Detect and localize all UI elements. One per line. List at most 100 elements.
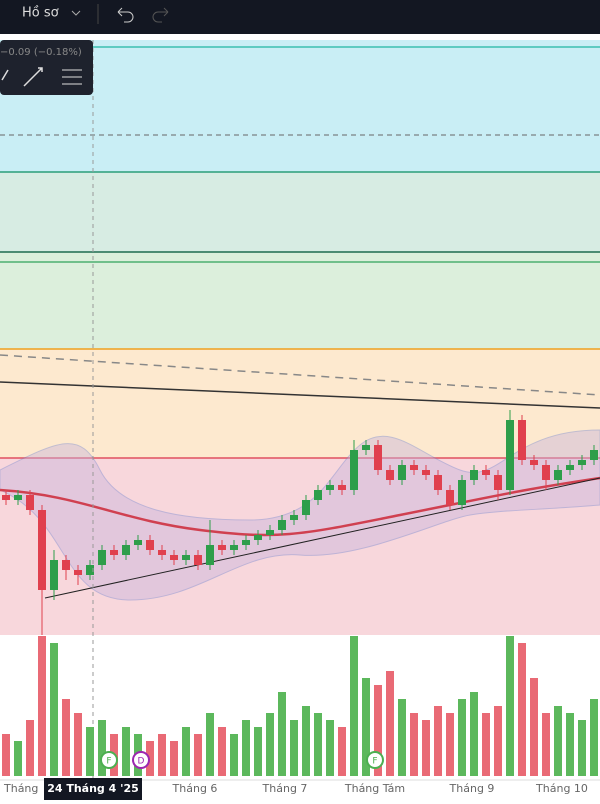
volume-bar: [170, 741, 178, 776]
line-tool[interactable]: [1, 67, 43, 87]
volume-bar: [122, 727, 130, 776]
candle-body: [278, 520, 286, 530]
zone: [0, 40, 600, 172]
volume-bar: [194, 734, 202, 776]
zone: [0, 172, 600, 252]
volume-bar: [470, 692, 478, 776]
volume-bar: [218, 727, 226, 776]
x-label: Tháng 6: [172, 782, 218, 795]
event-marker[interactable]: [100, 751, 118, 769]
event-label: D: [138, 757, 145, 767]
candle-body: [518, 420, 526, 460]
candle-body: [218, 545, 226, 550]
redo[interactable]: [152, 7, 169, 23]
candle-body: [158, 550, 166, 555]
event-marker[interactable]: [132, 751, 150, 769]
candle-body: [134, 540, 142, 545]
candle-body: [506, 420, 514, 490]
event-label: F: [372, 757, 377, 767]
x-label: Tháng 7: [262, 782, 308, 795]
x-label: Tháng: [3, 782, 38, 795]
volume-bar: [98, 720, 106, 776]
volume-bar: [506, 636, 514, 776]
volume-bar: [50, 643, 58, 776]
volume-bar: [38, 636, 46, 776]
candle-body: [266, 530, 274, 535]
volume-bar: [26, 720, 34, 776]
volume-bar: [566, 713, 574, 776]
dropdown-icon[interactable]: [71, 10, 81, 16]
candle-body: [362, 445, 370, 450]
drawing-toolbar: [0, 40, 93, 95]
volume-bar: [374, 685, 382, 776]
volume-bar: [230, 734, 238, 776]
undo[interactable]: [117, 7, 134, 23]
volume-bar: [158, 734, 166, 776]
candle-body: [482, 470, 490, 475]
candle-body: [182, 555, 190, 560]
volume-bar: [86, 727, 94, 776]
candle-body: [386, 470, 394, 480]
volume-bar: [398, 699, 406, 776]
volume-bar: [434, 706, 442, 776]
candle-body: [14, 495, 22, 500]
moving-average: [0, 476, 600, 537]
volumes: [2, 636, 598, 776]
candle-body: [590, 450, 598, 460]
candle-body: [326, 485, 334, 490]
volume-bar: [410, 713, 418, 776]
candle-body: [170, 555, 178, 560]
volume-bar: [290, 720, 298, 776]
volume-bar: [146, 741, 154, 776]
candle-body: [74, 570, 82, 575]
candle-body: [290, 515, 298, 520]
candle-body: [410, 465, 418, 470]
volume-bar: [578, 720, 586, 776]
volume-bar: [542, 713, 550, 776]
candle-body: [194, 555, 202, 565]
candle-body: [2, 495, 10, 500]
volume-bar: [2, 734, 10, 776]
candle-body: [206, 545, 214, 565]
volume-bar: [362, 678, 370, 776]
trend-line: [0, 354, 600, 396]
candle-body: [554, 470, 562, 480]
trend-line: [0, 381, 600, 409]
event-marker[interactable]: [366, 751, 384, 769]
volume-bar: [302, 706, 310, 776]
candle-body: [26, 495, 34, 510]
candle-body: [470, 470, 478, 480]
volume-bar: [182, 727, 190, 776]
candle-body: [566, 465, 574, 470]
event-label: F: [106, 757, 111, 767]
volume-bar: [14, 741, 22, 776]
volume-bar: [314, 713, 322, 776]
candle-body: [122, 545, 130, 555]
volume-bar: [386, 671, 394, 776]
toolbar: [0, 0, 600, 34]
candle-body: [494, 475, 502, 490]
volume-bar: [446, 713, 454, 776]
x-label: Tháng Tám: [344, 782, 405, 795]
candle-body: [254, 535, 262, 540]
candle-body: [314, 490, 322, 500]
candle-body: [86, 565, 94, 575]
candle-body: [578, 460, 586, 465]
volume-bar: [590, 699, 598, 776]
fib-tool[interactable]: [62, 69, 82, 85]
candle-body: [422, 470, 430, 475]
volume-bar: [74, 713, 82, 776]
volume-bar: [62, 699, 70, 776]
volume-bar: [482, 713, 490, 776]
volume-bar: [338, 727, 346, 776]
profile-button[interactable]: Hồ sơ: [22, 6, 59, 21]
zone: [0, 252, 600, 349]
volume-bar: [458, 699, 466, 776]
legend-value: −0.09 (−0.18%): [0, 47, 82, 58]
x-label: Tháng 10: [535, 782, 588, 795]
candles: [2, 410, 598, 635]
candle-body: [398, 465, 406, 480]
bollinger-band: [0, 429, 600, 601]
volume-bar: [266, 713, 274, 776]
